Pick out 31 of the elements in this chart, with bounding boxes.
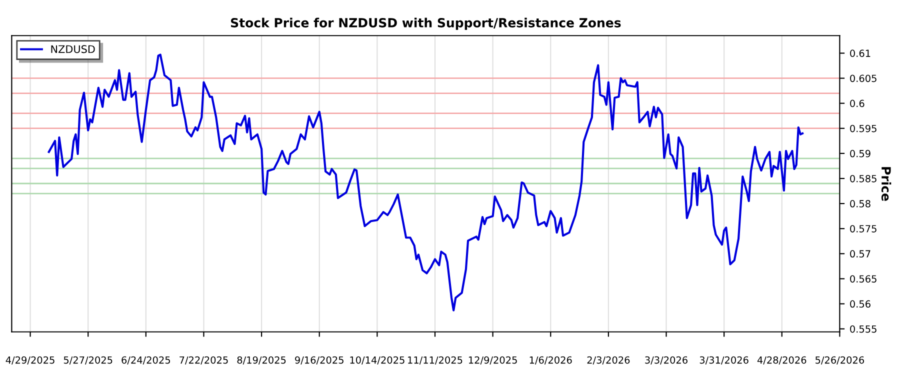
x-tick-label: 12/9/2025 <box>468 356 517 364</box>
x-tick-label: 7/22/2025 <box>180 356 228 364</box>
x-tick-label: 8/19/2025 <box>237 356 286 364</box>
y-tick-label: 0.59 <box>850 150 870 158</box>
x-tick-label: 6/24/2025 <box>122 356 170 364</box>
y-tick-label: 0.575 <box>850 225 876 232</box>
x-tick-label: 4/29/2025 <box>6 356 54 364</box>
x-tick-label: 5/26/2026 <box>816 356 864 364</box>
y-tick-label: 0.585 <box>850 174 876 182</box>
chart-title: Stock Price for NZDUSD with Support/Resistance Zones <box>230 18 621 30</box>
x-tick-label: 1/6/2026 <box>530 356 572 364</box>
y-tick-label: 0.555 <box>850 325 876 333</box>
x-tick-label: 5/27/2025 <box>64 356 112 364</box>
line-series <box>48 54 804 312</box>
x-tick-label: 11/11/2025 <box>408 356 462 364</box>
y-tick-label: 0.58 <box>850 200 870 208</box>
y-tick-label: 0.61 <box>850 50 870 57</box>
x-tick-label: 3/31/2026 <box>700 356 748 364</box>
legend-label: NZDUSD <box>51 45 95 54</box>
y-tick-label: 0.6 <box>850 100 864 108</box>
x-tick-label: 2/3/2026 <box>587 356 630 364</box>
x-tick-label: 9/16/2025 <box>295 356 344 364</box>
y-tick-label: 0.605 <box>850 74 876 82</box>
y-tick-label: 0.595 <box>850 124 876 132</box>
y-tick-label: 0.565 <box>850 275 876 283</box>
x-tick-label: 3/3/2026 <box>645 356 688 364</box>
y-tick-label: 0.56 <box>850 300 870 308</box>
x-tick-label: 10/14/2025 <box>350 356 404 364</box>
x-tick-label: 4/28/2026 <box>757 356 806 364</box>
y-axis-title: Price <box>881 167 892 201</box>
y-tick-label: 0.57 <box>850 250 870 258</box>
